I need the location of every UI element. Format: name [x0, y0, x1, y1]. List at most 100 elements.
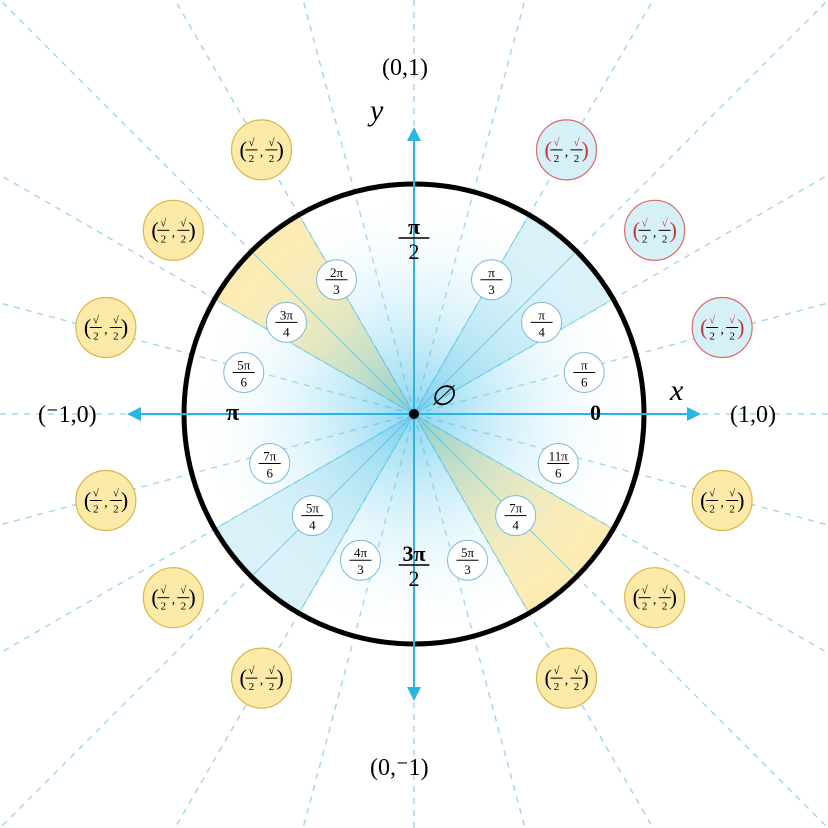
svg-text:√: √ [709, 488, 716, 500]
svg-text:7π: 7π [509, 501, 523, 516]
svg-text:2: 2 [709, 331, 715, 343]
svg-text:√: √ [642, 217, 649, 229]
svg-text:2: 2 [93, 504, 99, 516]
svg-text:): ) [277, 137, 284, 162]
svg-text:2: 2 [249, 153, 255, 165]
svg-text:2: 2 [574, 153, 580, 165]
svg-text:√: √ [709, 315, 716, 327]
coord-bubble: ()√2,√2 [537, 648, 597, 708]
origin-dot [409, 409, 419, 419]
angle-marker: 5π4 [292, 496, 332, 536]
coord-bubble: ()√2,√2 [625, 568, 685, 628]
svg-text:√: √ [180, 585, 187, 597]
svg-text:2: 2 [642, 601, 648, 613]
svg-text:2: 2 [642, 233, 648, 245]
axis-coord-bottom: (0,⁻1) [370, 755, 429, 781]
coord-bubble: ()√2,√2 [143, 568, 203, 628]
svg-text:,: , [104, 323, 108, 338]
coord-bubble: ()√2,√2 [625, 200, 685, 260]
svg-text:): ) [737, 315, 744, 340]
angle-marker: 11π6 [538, 444, 578, 484]
svg-text:,: , [720, 496, 724, 511]
svg-text:√: √ [573, 665, 580, 677]
svg-text:√: √ [93, 488, 100, 500]
svg-text:√: √ [553, 137, 560, 149]
angle-marker: π3 [472, 260, 512, 300]
svg-text:3π: 3π [280, 307, 294, 322]
coord-bubble: ()√2,√2 [692, 298, 752, 358]
svg-text:2π: 2π [330, 265, 344, 280]
svg-text:√: √ [113, 488, 120, 500]
svg-text:): ) [582, 665, 589, 690]
svg-text:2: 2 [161, 233, 167, 245]
svg-text:2: 2 [409, 239, 420, 264]
svg-text:√: √ [642, 585, 649, 597]
svg-text:): ) [188, 585, 195, 610]
svg-text:,: , [172, 593, 176, 608]
svg-text:√: √ [573, 137, 580, 149]
svg-text:2: 2 [181, 233, 187, 245]
svg-text:,: , [565, 145, 569, 160]
svg-text:11π: 11π [549, 449, 569, 464]
svg-text:5π: 5π [461, 545, 475, 560]
svg-text:3: 3 [488, 282, 495, 297]
svg-text:2: 2 [409, 566, 420, 591]
svg-text:2: 2 [181, 601, 187, 613]
svg-text:π: π [488, 265, 495, 280]
svg-text:√: √ [160, 585, 167, 597]
svg-text:√: √ [160, 217, 167, 229]
angle-marker: 7π6 [250, 444, 290, 484]
svg-text:): ) [277, 665, 284, 690]
coord-bubble: ()√2,√2 [537, 120, 597, 180]
axis-coord-right: (1,0) [730, 402, 776, 428]
svg-text:√: √ [729, 488, 736, 500]
svg-text:3π: 3π [402, 541, 425, 566]
svg-text:4: 4 [512, 518, 519, 533]
svg-text:6: 6 [241, 375, 248, 390]
svg-text:4: 4 [538, 324, 545, 339]
angle-zero: 0 [590, 400, 601, 425]
axis-coord-left: (⁻1,0) [38, 402, 97, 428]
unit-circle-diagram: xy(1,0)(⁻1,0)(0,1)(0,⁻1)0π∅π23π2π3π4π62π… [0, 0, 828, 828]
svg-text:): ) [121, 488, 128, 513]
svg-text:): ) [670, 585, 677, 610]
svg-text:π: π [538, 307, 545, 322]
svg-text:6: 6 [581, 375, 588, 390]
svg-text:2: 2 [554, 153, 560, 165]
svg-text:2: 2 [269, 153, 275, 165]
svg-text:7π: 7π [263, 449, 277, 464]
svg-text:6: 6 [267, 466, 274, 481]
svg-text:3: 3 [464, 562, 471, 577]
svg-text:2: 2 [662, 601, 668, 613]
svg-text:2: 2 [574, 681, 580, 693]
svg-text:): ) [121, 315, 128, 340]
svg-text:4: 4 [309, 518, 316, 533]
svg-text:,: , [172, 225, 176, 240]
svg-text:2: 2 [113, 504, 119, 516]
svg-text:√: √ [662, 217, 669, 229]
svg-text:2: 2 [113, 331, 119, 343]
coord-bubble: ()√2,√2 [143, 200, 203, 260]
svg-text:√: √ [248, 137, 255, 149]
svg-text:2: 2 [161, 601, 167, 613]
svg-text:4π: 4π [354, 545, 368, 560]
coord-bubble: ()√2,√2 [692, 471, 752, 531]
svg-text:4: 4 [283, 324, 290, 339]
svg-text:2: 2 [93, 331, 99, 343]
svg-text:2: 2 [269, 681, 275, 693]
svg-text:√: √ [553, 665, 560, 677]
angle-marker: 3π4 [266, 302, 306, 342]
svg-text:,: , [653, 225, 657, 240]
angle-marker: π6 [564, 353, 604, 393]
axis-coord-top: (0,1) [382, 55, 428, 81]
svg-text:√: √ [93, 315, 100, 327]
svg-text:2: 2 [709, 504, 715, 516]
svg-text:5π: 5π [306, 501, 320, 516]
angle-marker: 2π3 [317, 260, 357, 300]
angle-marker: π4 [522, 302, 562, 342]
svg-text:3: 3 [357, 562, 364, 577]
svg-text:,: , [720, 323, 724, 338]
svg-text:2: 2 [662, 233, 668, 245]
coord-bubble: ()√2,√2 [76, 298, 136, 358]
y-axis-label: y [367, 94, 384, 127]
